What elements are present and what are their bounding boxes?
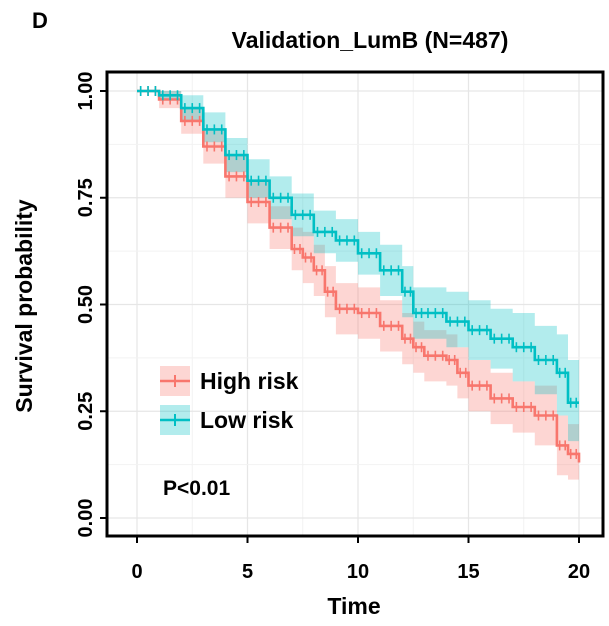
y-tick-label: 0.25: [75, 392, 97, 431]
panel-letter: D: [32, 8, 48, 33]
censor-marks: [139, 86, 578, 459]
y-tick-label: 1.00: [75, 72, 97, 111]
legend-item-low-risk: Low risk: [160, 405, 294, 435]
y-tick-label: 0.75: [75, 178, 97, 217]
y-tick-label: 0.50: [75, 285, 97, 324]
plot-area: [105, 70, 605, 538]
y-tick-label: 0.00: [75, 499, 97, 538]
y-axis-label: Survival probability: [11, 199, 37, 413]
x-tick-label: 5: [242, 561, 253, 583]
legend: High risk Low risk: [160, 366, 299, 435]
survival-curves: [137, 89, 581, 463]
survival-curve-high-risk: [137, 89, 581, 463]
y-axis-ticks: 0.00 0.25 0.50 0.75 1.00: [75, 72, 107, 538]
legend-label-low-risk: Low risk: [200, 407, 294, 433]
x-tick-label: 0: [131, 561, 142, 583]
x-axis-label: Time: [327, 593, 380, 619]
legend-label-high-risk: High risk: [200, 368, 299, 394]
x-tick-label: 15: [457, 561, 479, 583]
chart-title: Validation_LumB (N=487): [232, 27, 509, 53]
x-tick-label: 10: [347, 561, 369, 583]
x-tick-label: 20: [568, 561, 590, 583]
survival-curve-low-risk: [137, 89, 579, 404]
legend-item-high-risk: High risk: [160, 366, 299, 396]
p-value-annotation: P<0.01: [163, 477, 230, 500]
x-axis-ticks: 0 5 10 15 20: [131, 536, 590, 583]
